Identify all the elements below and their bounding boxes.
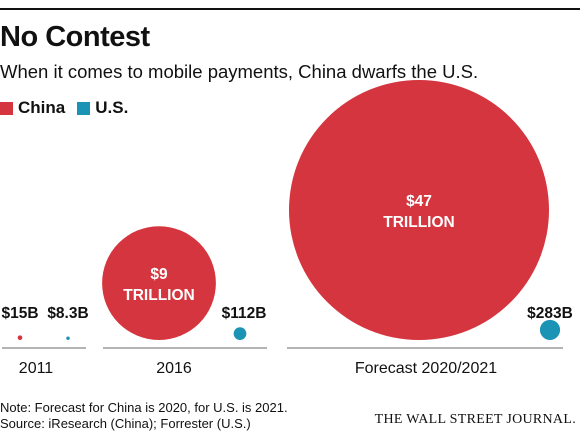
footnote: Note: Forecast for China is 2020, for U.… (0, 400, 288, 415)
legend-swatch-us (77, 101, 91, 115)
chart-title: No Contest (0, 21, 150, 53)
china-value-label-cat-3: $47 (406, 193, 432, 210)
legend-item-us: U.S. (77, 98, 128, 118)
legend-swatch-china (0, 101, 13, 115)
china-value-label-cat-1: $15B (1, 305, 38, 322)
us-bubble-cat-1 (66, 336, 70, 340)
chart-subtitle: When it comes to mobile payments, China … (0, 61, 479, 82)
china-bubble-cat-3 (289, 80, 549, 340)
us-bubble-cat-3 (539, 319, 561, 341)
bubble-chart: 2011 $15B $8.3B 2016 $9 TRILLION $112B Forecast… (1, 80, 573, 377)
us-value-label-cat-2: $112B (222, 305, 267, 322)
legend-item-china: China (0, 98, 65, 118)
source-line: Source: iResearch (China); Forrester (U.… (0, 416, 251, 431)
legend: China U.S. (0, 98, 140, 118)
china-bubble-cat-1 (17, 335, 23, 340)
publisher-wordmark: THE WALL STREET JOURNAL. (374, 412, 576, 427)
us-value-label-cat-1: $8.3B (47, 305, 88, 322)
china-value-unit-cat-2: TRILLION (123, 287, 194, 304)
category-label-cat-1: 2011 (19, 360, 54, 377)
category-label-cat-2: 2016 (156, 360, 192, 377)
category-label-cat-3: Forecast 2020/2021 (355, 360, 497, 377)
china-value-label-cat-2: $9 (150, 266, 168, 283)
china-bubble-cat-2 (102, 226, 216, 340)
legend-label-us: U.S. (95, 98, 129, 117)
china-value-unit-cat-3: TRILLION (383, 214, 454, 231)
us-bubble-cat-2 (233, 327, 247, 341)
top-rule (0, 8, 580, 10)
us-value-label-cat-3: $283B (527, 305, 573, 322)
legend-label-china: China (18, 98, 66, 117)
